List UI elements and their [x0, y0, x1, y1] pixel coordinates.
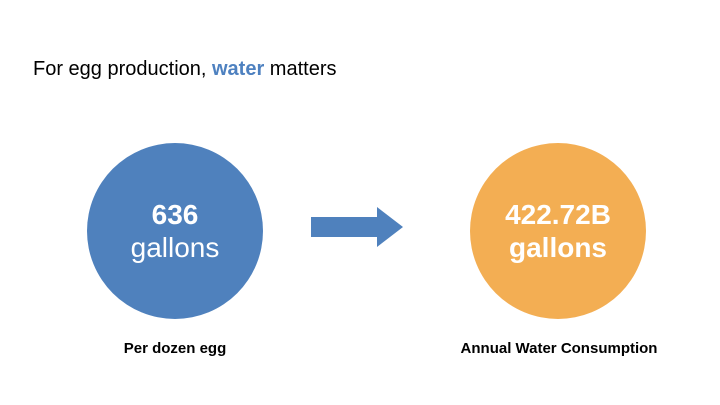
per-dozen-value: 636	[151, 199, 199, 230]
title-accent-word: water	[212, 58, 265, 80]
title-prefix: For egg production,	[33, 58, 212, 80]
annual-unit: gallons	[508, 232, 607, 263]
arrow-shape	[311, 207, 403, 247]
right-arrow-icon	[311, 207, 403, 247]
per-dozen-circle: 636 gallons	[87, 143, 263, 319]
slide-title: For egg production, water matters	[33, 58, 337, 81]
annual-caption: Annual Water Consumption	[460, 340, 658, 357]
per-dozen-unit: gallons	[130, 232, 220, 263]
per-dozen-caption: Per dozen egg	[123, 340, 227, 357]
annual-value: 422.72B	[505, 199, 611, 230]
title-suffix: matters	[264, 58, 337, 80]
annual-circle: 422.72B gallons	[470, 143, 646, 319]
